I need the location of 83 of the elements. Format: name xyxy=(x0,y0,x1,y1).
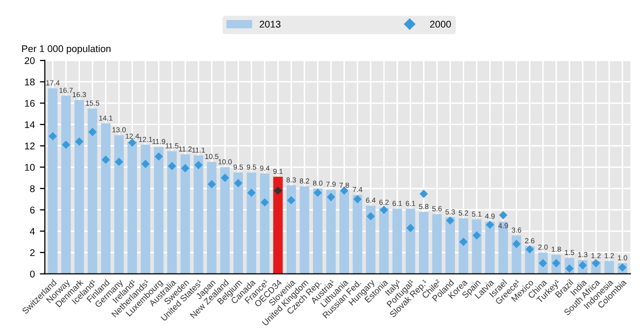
bar xyxy=(140,144,150,274)
bar xyxy=(220,167,230,274)
y-tick-label: 20 xyxy=(24,57,35,64)
legend-label: 2000 xyxy=(430,20,451,28)
legend-label: 2013 xyxy=(260,20,280,28)
point xyxy=(353,194,362,204)
point xyxy=(486,220,494,229)
bar xyxy=(48,88,58,274)
point xyxy=(512,240,521,248)
bar xyxy=(472,219,482,274)
bar xyxy=(233,172,244,274)
bar xyxy=(445,217,455,274)
point xyxy=(366,212,375,220)
point xyxy=(499,211,508,220)
bar xyxy=(379,208,389,274)
y-tick-label: 2 xyxy=(30,249,35,256)
point xyxy=(102,156,110,164)
bar xyxy=(273,176,283,274)
bar xyxy=(206,162,217,274)
bar xyxy=(88,108,98,274)
y-tick-label: 18 xyxy=(25,78,35,86)
point xyxy=(459,238,468,246)
y-tick-label: 16 xyxy=(25,100,35,107)
bar xyxy=(286,185,296,274)
bar xyxy=(312,188,322,274)
bar xyxy=(300,186,310,274)
bar xyxy=(604,261,614,274)
point xyxy=(314,188,322,197)
bar xyxy=(194,155,204,274)
bar xyxy=(392,208,402,274)
bar xyxy=(114,135,124,274)
bar xyxy=(498,222,508,274)
point xyxy=(88,128,97,136)
bar xyxy=(260,174,270,274)
point xyxy=(194,160,203,170)
point xyxy=(234,178,242,188)
point xyxy=(220,174,230,182)
bar xyxy=(74,100,84,274)
y-tick-label: 4 xyxy=(30,228,35,235)
point xyxy=(326,192,336,202)
y-axis-title: Per 1 000 population xyxy=(22,45,110,54)
bar xyxy=(485,222,495,274)
point xyxy=(526,245,534,254)
bar xyxy=(167,151,177,274)
y-tick-label: 0 xyxy=(30,270,35,278)
point xyxy=(48,132,57,140)
bar xyxy=(512,235,522,274)
point xyxy=(62,140,70,149)
y-tick-label: 8 xyxy=(30,185,35,192)
point xyxy=(406,224,415,232)
point xyxy=(380,206,388,214)
bar xyxy=(127,142,138,274)
point xyxy=(181,164,190,172)
y-tick-label: 12 xyxy=(25,142,35,150)
y-tick-label: 14 xyxy=(25,121,35,128)
bar xyxy=(180,154,190,274)
point xyxy=(287,196,296,204)
point xyxy=(472,231,481,240)
point xyxy=(114,158,124,166)
bar xyxy=(154,146,164,274)
bar xyxy=(366,206,376,274)
bar xyxy=(61,96,71,274)
bar xyxy=(246,172,256,274)
bar xyxy=(458,218,468,274)
bar xyxy=(418,212,428,274)
point xyxy=(247,188,256,197)
bar xyxy=(406,208,416,274)
point xyxy=(168,162,176,170)
y-tick-label: 10 xyxy=(25,164,35,171)
bar xyxy=(352,194,362,274)
point xyxy=(141,160,150,168)
point xyxy=(208,180,216,188)
bar xyxy=(432,214,442,274)
bar xyxy=(339,190,349,274)
point xyxy=(260,198,269,207)
point xyxy=(420,190,428,198)
point xyxy=(274,186,282,195)
point xyxy=(75,137,84,146)
point xyxy=(446,216,454,225)
bar xyxy=(100,123,111,274)
point xyxy=(154,152,163,161)
y-tick-label: 6 xyxy=(30,206,35,214)
bar xyxy=(326,190,336,274)
